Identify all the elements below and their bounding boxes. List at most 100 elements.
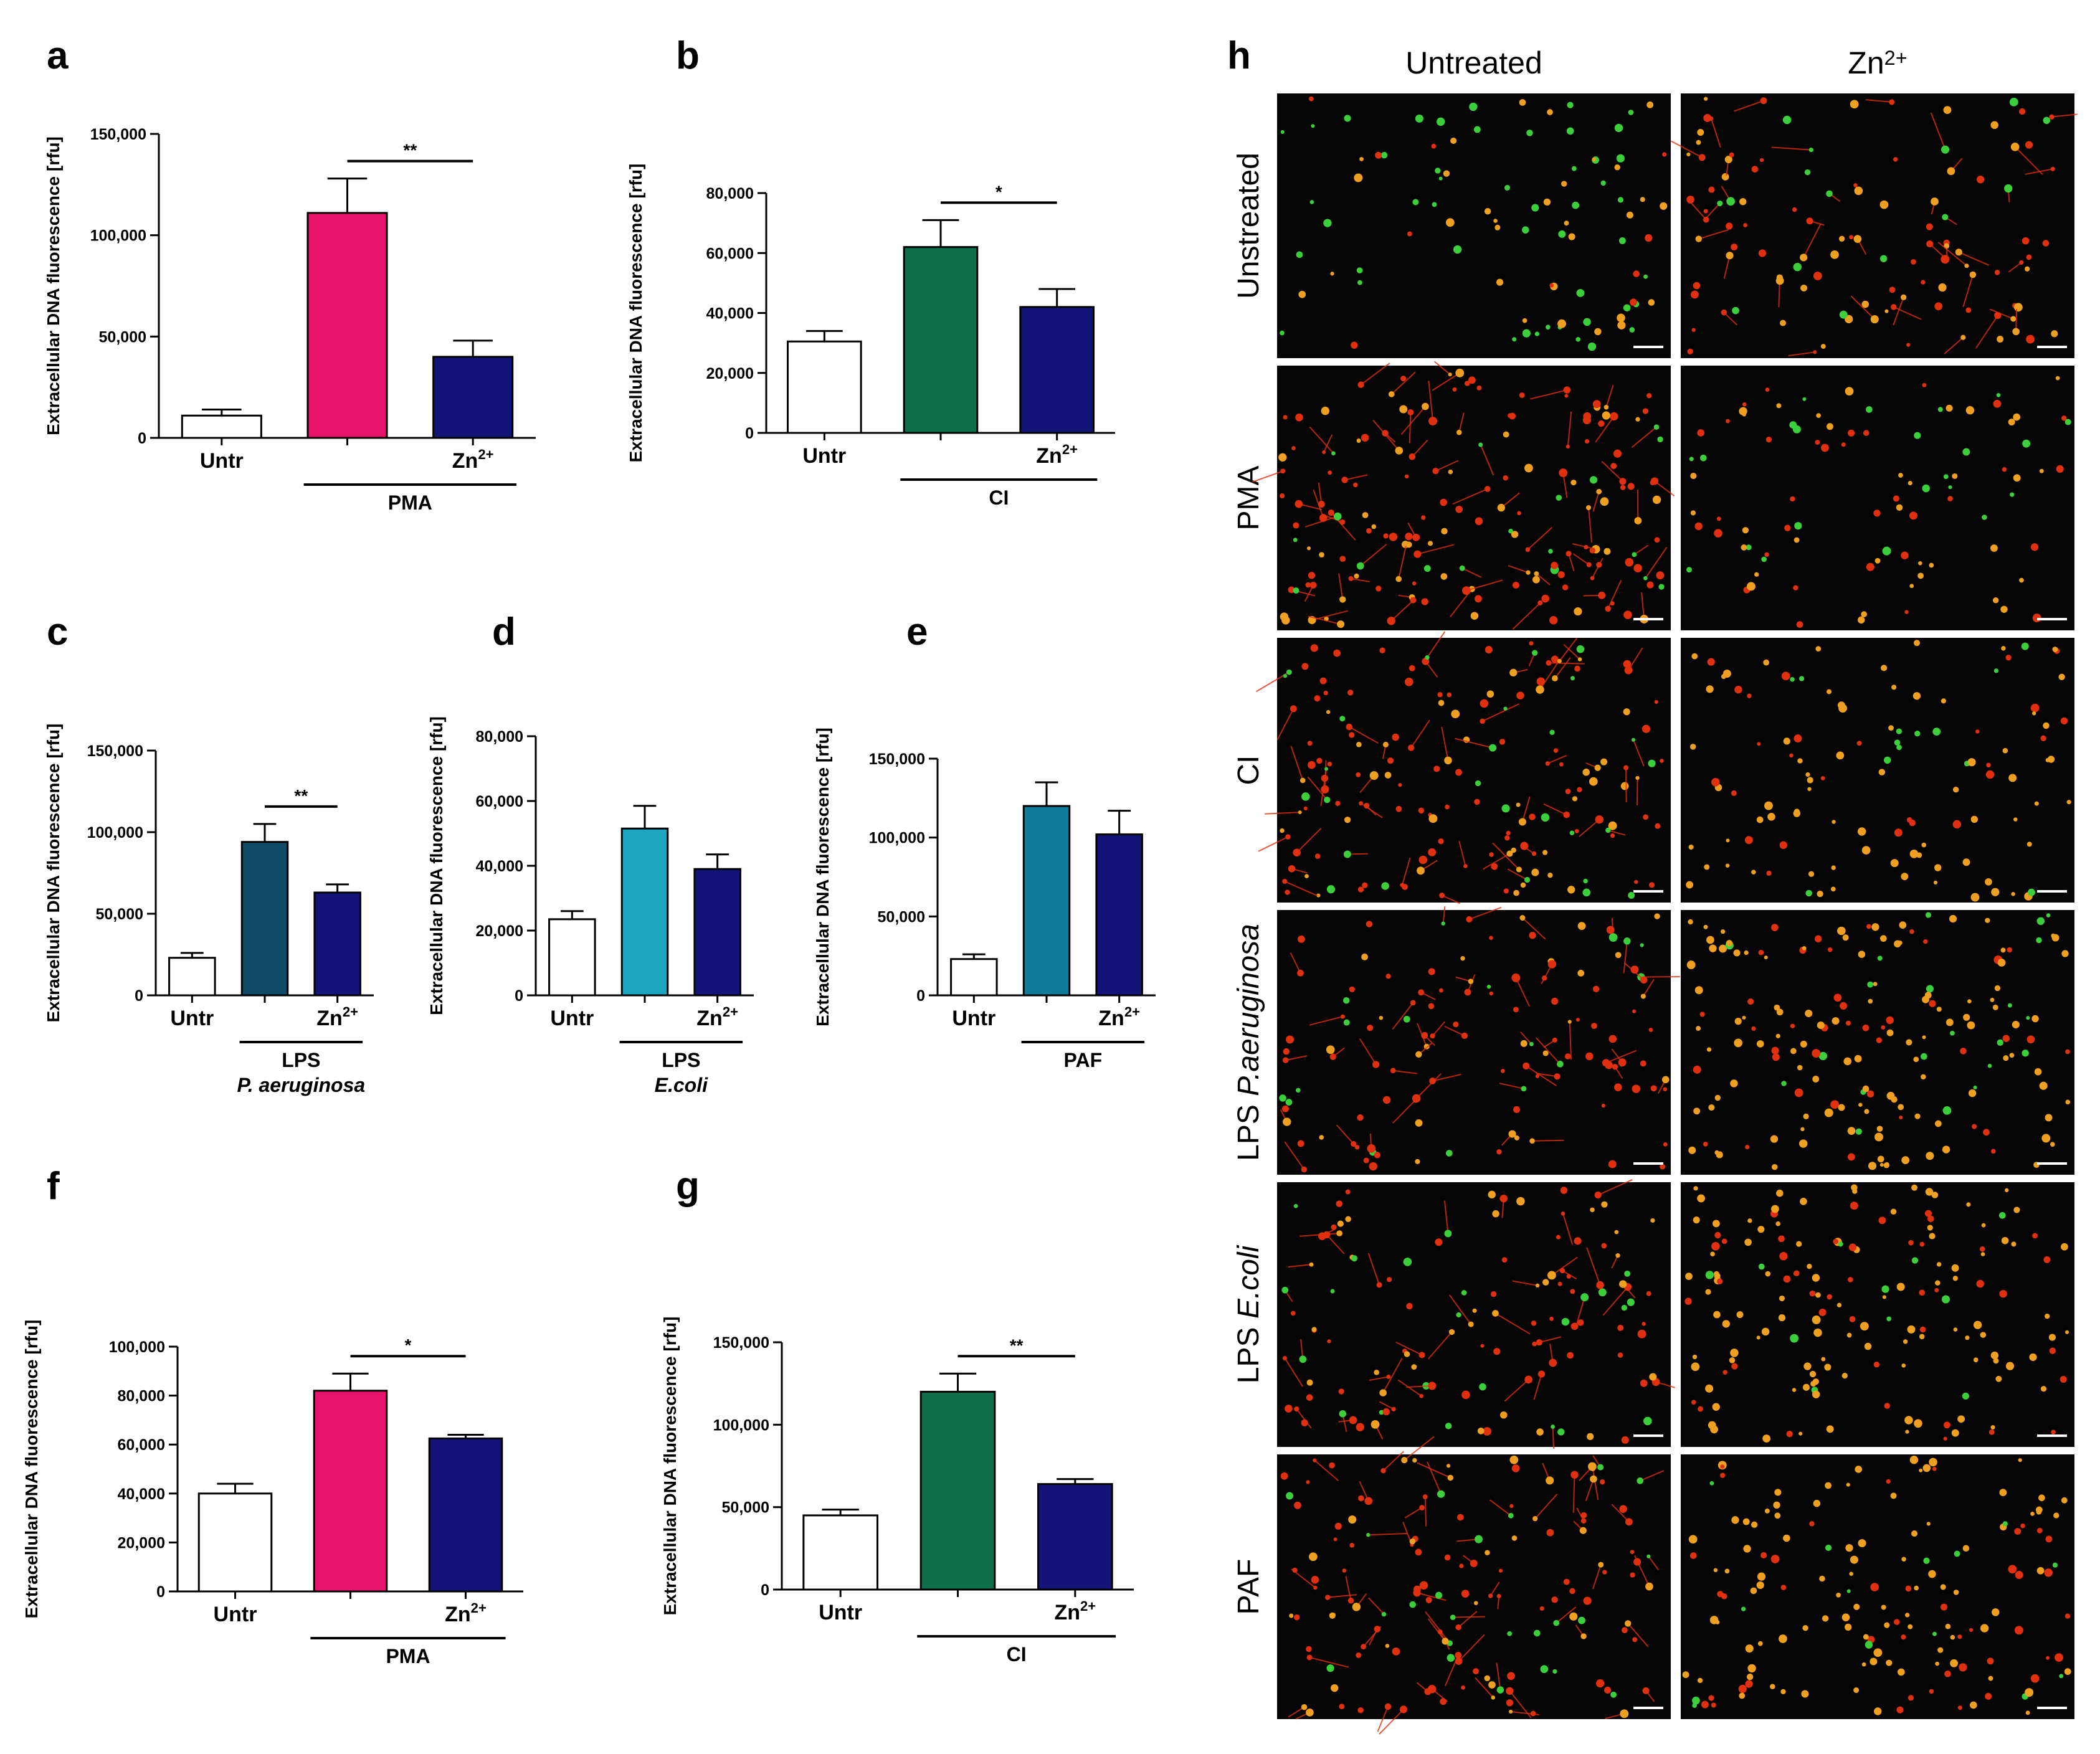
cell — [1864, 1342, 1872, 1350]
cell — [1990, 1351, 1999, 1360]
cell — [1699, 454, 1707, 462]
net-strand — [1434, 361, 1451, 375]
cell — [1305, 582, 1311, 588]
column-header-base: Zn — [1848, 45, 1884, 80]
cell — [1935, 1120, 1942, 1127]
cell — [1566, 1274, 1572, 1279]
cell — [1696, 140, 1701, 145]
cell — [1564, 394, 1569, 398]
cell — [1687, 348, 1693, 354]
cell — [1950, 1659, 1959, 1667]
cell — [1357, 1114, 1364, 1121]
cell — [1356, 741, 1362, 747]
cell — [1461, 586, 1471, 595]
x-tick-label-base: Untr — [200, 449, 244, 473]
cell — [1980, 1332, 1987, 1338]
net-strand — [1458, 1611, 1478, 1628]
cell — [1826, 190, 1833, 197]
net-strand — [1351, 577, 1370, 582]
cell — [1356, 1652, 1362, 1658]
cell — [1990, 121, 1998, 130]
cell — [1503, 475, 1509, 481]
cell — [1757, 742, 1761, 746]
cell — [1535, 1283, 1540, 1288]
y-tick-label: 60,000 — [118, 1436, 165, 1454]
cell — [1976, 1279, 1984, 1288]
cell — [1283, 673, 1288, 678]
cell — [1509, 1504, 1514, 1509]
cell — [1455, 769, 1462, 776]
y-tick-label: 0 — [515, 987, 523, 1005]
cell — [1306, 1379, 1313, 1386]
cell — [1771, 1164, 1778, 1170]
cell — [1890, 859, 1899, 868]
cell — [1690, 473, 1697, 480]
micrograph-image — [1252, 361, 1675, 630]
x-tick-label-base: Untr — [819, 1601, 862, 1624]
cell — [1567, 886, 1575, 894]
y-tick-label: 0 — [135, 987, 143, 1005]
cell — [1583, 318, 1591, 326]
cell — [1846, 1332, 1852, 1338]
cell — [1868, 998, 1873, 1004]
cell — [1985, 770, 1995, 779]
cell — [1476, 385, 1482, 391]
cell — [1547, 1271, 1556, 1280]
cell — [1782, 115, 1792, 125]
cell — [1993, 1358, 1999, 1364]
cell — [1850, 1555, 1858, 1564]
cell — [1422, 1494, 1428, 1500]
net-strand — [1563, 643, 1580, 660]
cell — [1296, 251, 1303, 258]
cell — [1926, 223, 1933, 230]
cell — [1708, 1104, 1715, 1111]
cell — [1551, 562, 1559, 569]
cell — [1877, 1155, 1884, 1163]
cell — [1894, 828, 1903, 837]
cell — [1424, 1688, 1432, 1695]
net-strand — [1290, 952, 1301, 974]
cell — [2040, 1386, 2047, 1392]
cell — [1855, 1466, 1863, 1473]
y-tick-label: 50,000 — [722, 1499, 769, 1517]
cell — [1511, 531, 1519, 538]
cell — [2061, 1243, 2068, 1251]
cell — [1745, 1644, 1754, 1653]
cell — [2025, 266, 2030, 272]
cell — [1281, 616, 1290, 625]
cell — [1310, 644, 1318, 652]
x-tick-label-base: Untr — [170, 1007, 214, 1030]
cell — [1500, 1069, 1505, 1073]
cell — [1957, 1705, 1962, 1710]
cell — [1354, 173, 1363, 183]
cell — [1832, 820, 1836, 824]
cell — [1693, 1065, 1701, 1074]
cell — [1506, 1699, 1514, 1707]
cell — [1348, 1515, 1357, 1524]
cell — [1967, 1021, 1975, 1030]
cell — [1943, 474, 1949, 480]
cell — [1809, 1370, 1817, 1378]
cell — [1357, 280, 1362, 285]
cell — [1744, 950, 1749, 955]
cell — [1765, 1271, 1771, 1277]
cell — [1440, 573, 1448, 580]
cell — [1646, 1291, 1651, 1296]
cell — [1362, 882, 1368, 888]
cell — [1909, 819, 1916, 827]
cell — [1746, 544, 1752, 551]
cell — [1326, 1045, 1335, 1055]
cell — [1546, 1529, 1554, 1537]
cell — [1706, 936, 1714, 944]
cell — [1379, 1389, 1387, 1396]
cell — [1873, 982, 1878, 987]
cell — [2042, 240, 2050, 247]
cell — [1430, 1033, 1435, 1039]
cell — [1521, 1086, 1527, 1092]
net-strand — [1392, 1099, 1417, 1124]
cell — [1731, 244, 1738, 251]
cell — [1412, 581, 1417, 585]
cell — [2007, 947, 2012, 953]
cell — [1549, 729, 1555, 736]
